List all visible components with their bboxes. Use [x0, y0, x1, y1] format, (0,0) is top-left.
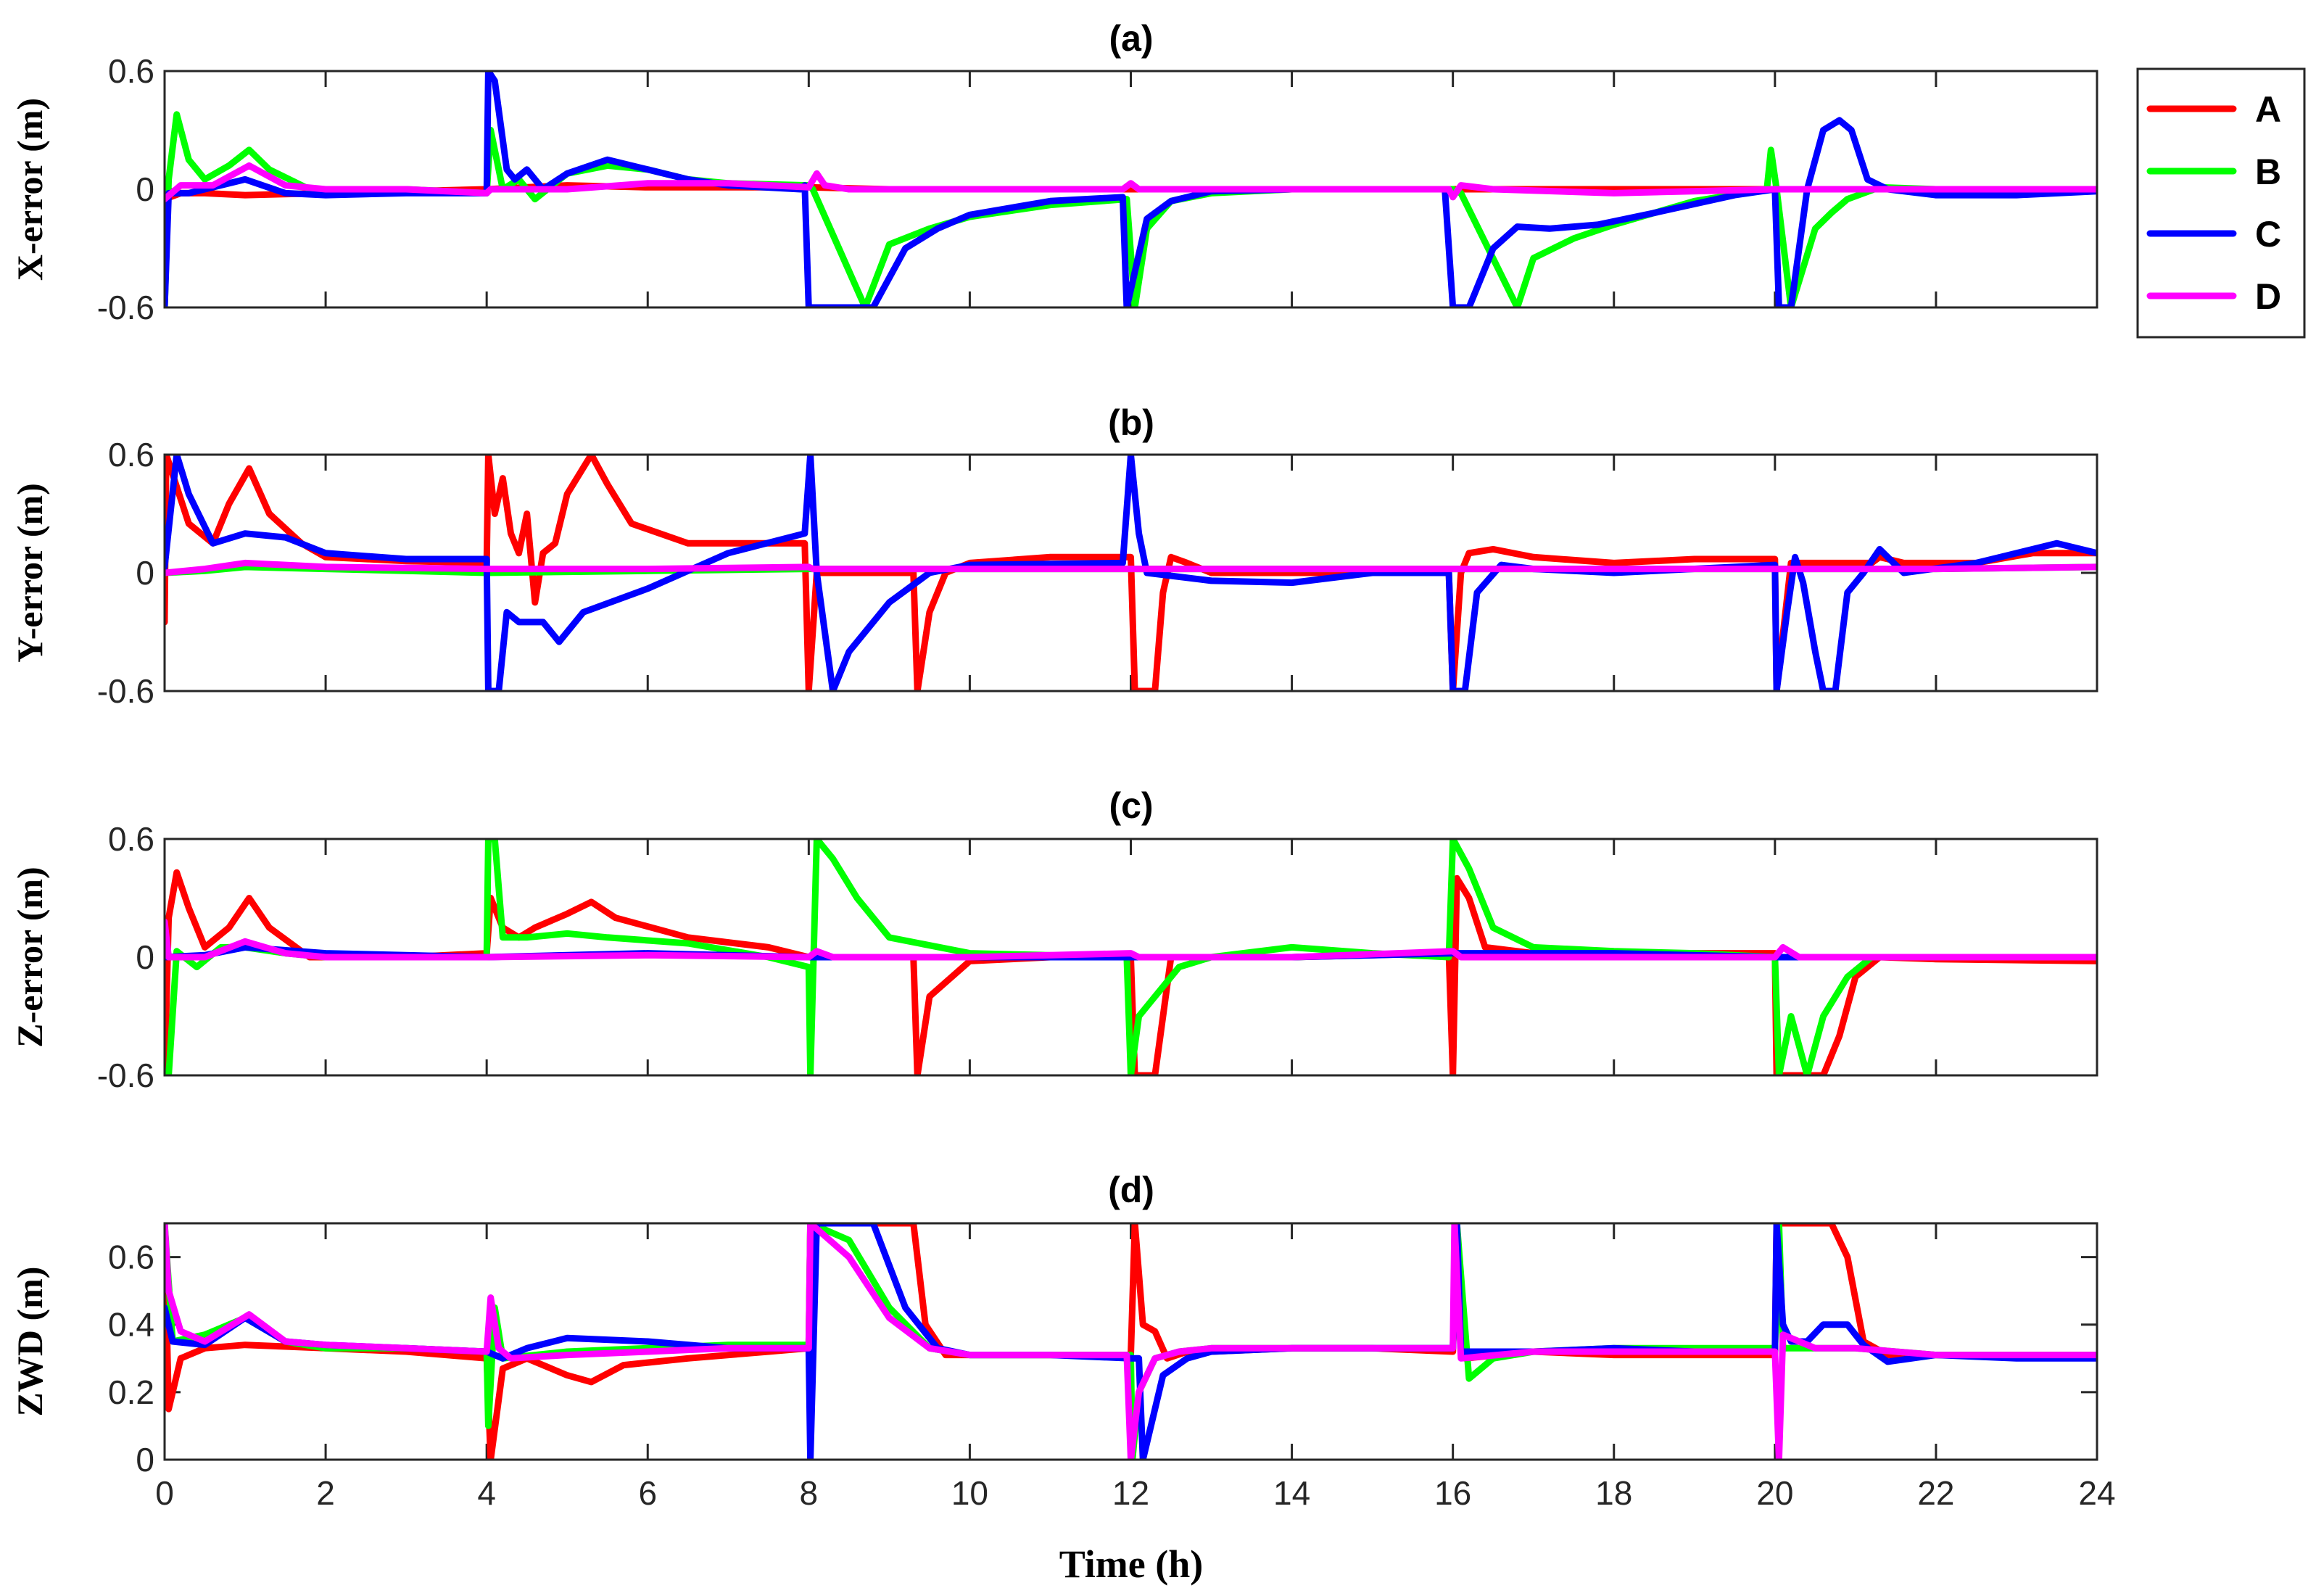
panel-d-ylabel: ZWD (m): [9, 1267, 50, 1417]
panel-a-series-c: [165, 71, 2097, 307]
x-tick-label: 4: [477, 1474, 496, 1512]
legend-label-a: A: [2255, 89, 2281, 130]
panel-d-series: [165, 1223, 2097, 1460]
panel-b-ytick-label: -0.6: [97, 672, 154, 710]
x-tick-label: 16: [1434, 1474, 1471, 1512]
panel-b-ytick-label: 0.6: [108, 436, 154, 474]
panel-a-ylabel: X-error (m): [9, 98, 50, 281]
panel-c-ylabel: Z-error (m): [9, 867, 50, 1047]
panel-b-ytick-label: 0: [136, 554, 154, 592]
legend-box: [2136, 67, 2306, 339]
panel-a-title: (a): [1109, 18, 1153, 59]
panel-d-axes-frame: [163, 1222, 2098, 1461]
panel-d-ytick-label: 0.6: [108, 1239, 154, 1276]
panel-a-ytick-label: 0.6: [108, 52, 154, 90]
legend-label-b: B: [2255, 152, 2281, 192]
x-tick-label: 14: [1273, 1474, 1310, 1512]
x-tick-label: 10: [951, 1474, 988, 1512]
panel-d-ytick-label: 0.2: [108, 1373, 154, 1411]
x-tick-label: 8: [800, 1474, 819, 1512]
panel-c-series-d: [165, 918, 2097, 961]
panel-a-series-d: [165, 162, 2097, 203]
panel-c-ytick-label: -0.6: [97, 1057, 154, 1094]
panel-b-title: (b): [1108, 402, 1154, 443]
panel-b-axes-frame: [163, 453, 2098, 692]
legend-label-d: D: [2255, 276, 2281, 317]
panel-a-ytick-label: 0: [136, 170, 154, 208]
panel-d-title: (d): [1108, 1170, 1154, 1210]
x-tick-label: 6: [638, 1474, 657, 1512]
panel-d: (d) ZWD (m) 00.20.40.6 0 2 4 6 8 10 12 14 16 18 20…: [9, 1170, 2116, 1512]
panel-a-series: [165, 71, 2097, 307]
x-tick-label: 20: [1756, 1474, 1793, 1512]
panel-c-ytick-label: 0: [136, 938, 154, 976]
x-tick-label: 24: [2078, 1474, 2115, 1512]
panel-a-axes-frame: [163, 70, 2098, 309]
panel-d-ytick-label: 0: [136, 1441, 154, 1479]
panel-c-axes-frame: [163, 838, 2098, 1077]
panel-b-series-c: [165, 455, 2097, 691]
panel-b: (b) Y-error (m) -0.6 0 0.6: [9, 402, 2098, 710]
legend-label-c: C: [2255, 214, 2281, 255]
panel-b-series: [165, 455, 2097, 691]
x-tick-label: 18: [1595, 1474, 1632, 1512]
x-axis-label: Time (h): [1059, 1542, 1204, 1586]
x-tick-label: 22: [1917, 1474, 1954, 1512]
x-tick-label: 2: [316, 1474, 335, 1512]
panel-a: (a) X-error (m) -0.6 0 0.6: [9, 18, 2098, 326]
panel-b-series-d: [165, 559, 2097, 576]
panel-c: (c) Z-error (m) -0.6 0 0.6: [9, 785, 2098, 1094]
panel-c-title: (c): [1109, 785, 1153, 826]
panel-d-x-ticks: 0 2 4 6 8 10 12 14 16 18 20 22 24: [155, 1223, 2116, 1512]
panel-d-ytick-label: 0.4: [108, 1306, 154, 1344]
panel-b-ylabel: Y-error (m): [9, 483, 50, 663]
panel-b-y-ticks: -0.6 0 0.6: [97, 436, 2097, 710]
x-tick-label: 12: [1112, 1474, 1149, 1512]
panel-c-ytick-label: 0.6: [108, 820, 154, 858]
panel-d-series-d: [165, 1223, 2097, 1460]
x-tick-label: 0: [155, 1474, 174, 1512]
panel-c-series: [165, 839, 2097, 1075]
panel-a-ytick-label: -0.6: [97, 289, 154, 326]
